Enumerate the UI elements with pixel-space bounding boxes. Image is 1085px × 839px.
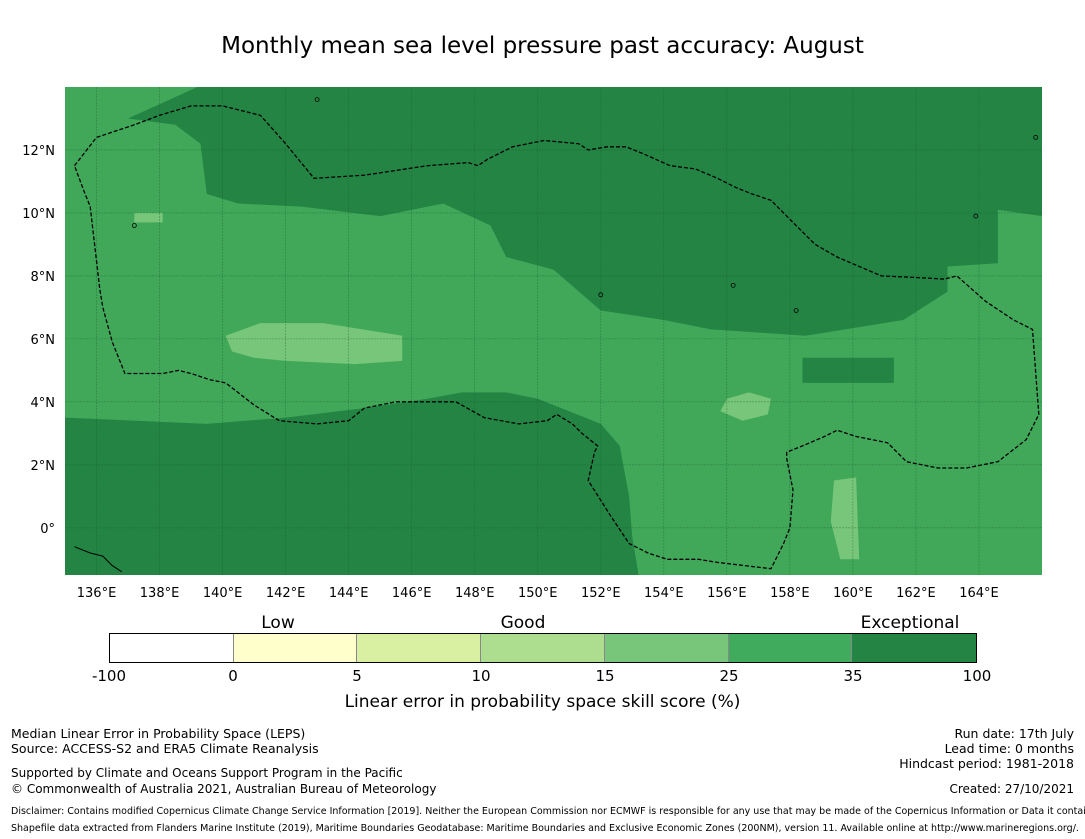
y-tick-label: 0°: [40, 522, 55, 537]
island-outline: [793, 308, 799, 313]
x-tick-labels: 136°E 138°E 140°E 142°E 144°E 146°E 148°E 150°E…: [77, 586, 999, 601]
y-tick-label: 10°N: [22, 207, 55, 222]
colorbar-segment: [357, 634, 482, 662]
skill-region-35-100: [802, 357, 894, 383]
footer-copyright: © Commonwealth of Australia 2021, Austra…: [11, 782, 437, 796]
skill-region-15-25: [720, 392, 771, 421]
y-tick-label: 6°N: [31, 333, 56, 348]
footer-created: Created: 27/10/2021: [949, 782, 1074, 796]
coastlines: [74, 97, 1039, 573]
colorbar-segment: [481, 634, 605, 662]
chart-title: Monthly mean sea level pressure past acc…: [221, 33, 864, 59]
graticule: [65, 87, 1042, 575]
skill-region-35-100: [65, 392, 639, 575]
skill-region-15-25: [225, 323, 403, 365]
y-tick-labels: 12°N 10°N 8°N 6°N 4°N 2°N 0°: [22, 144, 55, 537]
y-tick-label: 8°N: [31, 270, 56, 285]
x-tick-label: 136°E: [77, 586, 117, 601]
y-tick-label: 4°N: [31, 396, 56, 411]
colorbar-category-low: Low: [261, 613, 295, 633]
island-outline: [131, 223, 137, 228]
x-tick-label: 150°E: [518, 586, 558, 601]
map-panel: 136°E 138°E 140°E 142°E 144°E 146°E 148°E 150°E…: [22, 87, 1042, 601]
footer-lead-time: Lead time: 0 months: [944, 741, 1074, 756]
colorbar-segment: [233, 634, 358, 662]
colorbar-tick-label: 100: [962, 667, 992, 685]
colorbar-segment: [604, 634, 729, 662]
skill-regions: [65, 87, 1042, 575]
x-tick-label: 162°E: [896, 586, 936, 601]
eez-boundaries: [73, 105, 1040, 570]
island-outline: [973, 213, 979, 219]
colorbar-segment: [728, 634, 853, 662]
colorbar-tick-label: -100: [91, 667, 127, 685]
footer-hindcast: Hindcast period: 1981-2018: [899, 756, 1074, 771]
x-tick-label: 140°E: [203, 586, 243, 601]
colorbar-category-good: Good: [500, 613, 546, 633]
x-tick-label: 142°E: [266, 586, 306, 601]
x-tick-label: 164°E: [959, 586, 999, 601]
footer-run-date: Run date: 17th July: [954, 726, 1075, 741]
colorbar-tick-label: 25: [719, 667, 739, 685]
x-tick-label: 160°E: [833, 586, 873, 601]
skill-map: 136°E 138°E 140°E 142°E 144°E 146°E 148°E 150°E…: [22, 87, 1042, 601]
x-tick-label: 156°E: [707, 586, 747, 601]
footer-source: Source: ACCESS-S2 and ERA5 Climate Reana…: [11, 741, 319, 756]
footer-method: Median Linear Error in Probability Space…: [11, 726, 306, 741]
colorbar-category-exceptional: Exceptional: [860, 613, 960, 633]
colorbar-tick-label: 35: [843, 667, 863, 685]
colorbar-tick-label: 0: [228, 667, 238, 685]
footer-disclaimer: Disclaimer: Contains modified Copernicus…: [11, 806, 1085, 817]
x-tick-label: 148°E: [455, 586, 495, 601]
island-outline: [598, 292, 604, 298]
x-tick-label: 138°E: [140, 586, 180, 601]
footer-support: Supported by Climate and Oceans Support …: [11, 766, 403, 780]
x-tick-label: 158°E: [770, 586, 810, 601]
x-tick-label: 152°E: [581, 586, 621, 601]
y-tick-label: 2°N: [31, 459, 56, 474]
island-outline: [314, 97, 320, 102]
skill-region-35-100: [128, 87, 1042, 336]
island-outline: [730, 282, 736, 288]
coastline-segment: [74, 546, 123, 573]
colorbar: [109, 633, 977, 663]
colorbar-segment: [110, 634, 234, 662]
colorbar-segment: [852, 634, 976, 662]
eez-boundary: [73, 105, 1040, 570]
colorbar-tick-label: 5: [352, 667, 362, 685]
skill-region-15-25: [134, 212, 163, 223]
colorbar-tick-label: 15: [595, 667, 615, 685]
x-tick-label: 144°E: [329, 586, 369, 601]
island-outline: [1033, 134, 1039, 140]
colorbar-label: Linear error in probability space skill …: [344, 692, 741, 712]
footer-shapefile: Shapefile data extracted from Flanders M…: [11, 823, 1079, 834]
colorbar-tick-label: 10: [471, 667, 491, 685]
y-tick-label: 12°N: [22, 144, 55, 159]
skill-region-15-25: [830, 477, 860, 560]
x-tick-label: 146°E: [392, 586, 432, 601]
x-tick-label: 154°E: [644, 586, 684, 601]
